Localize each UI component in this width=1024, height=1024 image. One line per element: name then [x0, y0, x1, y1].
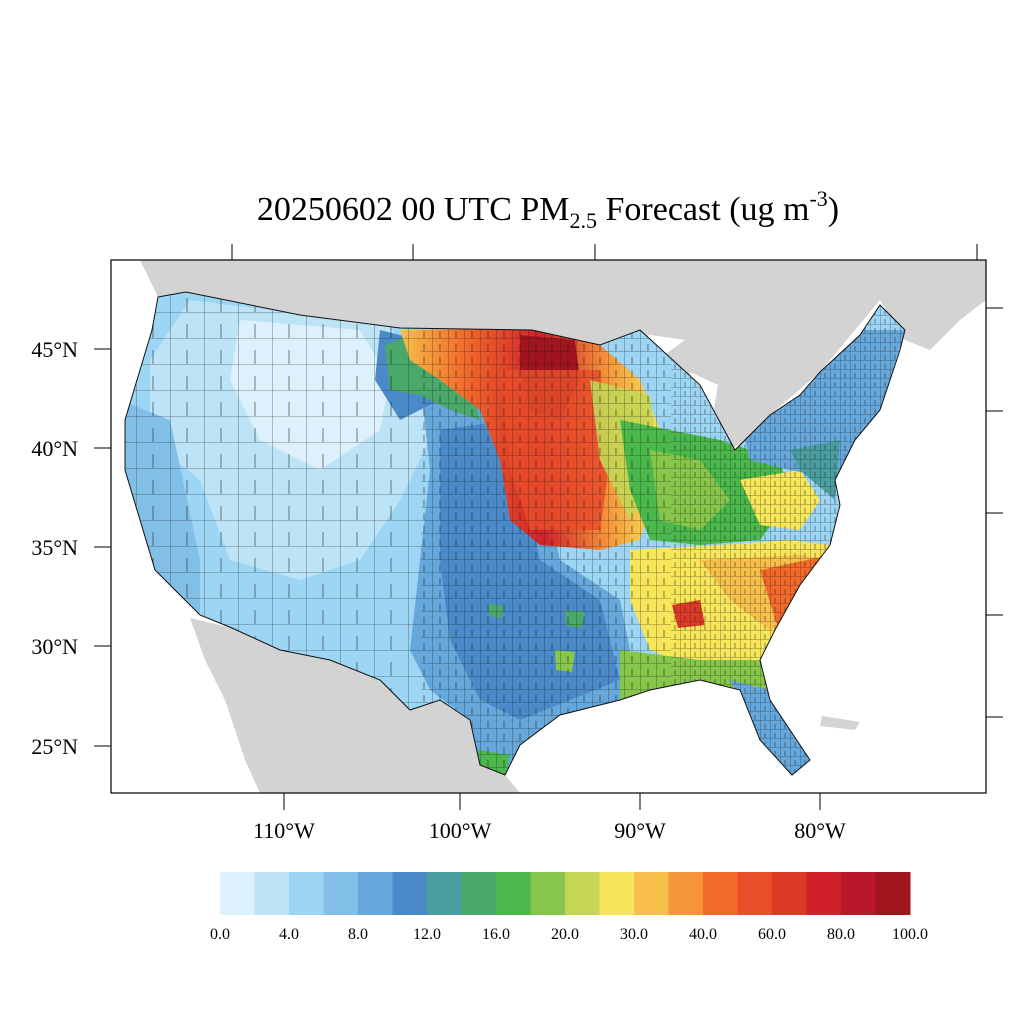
colorbar-label: 12.0 [413, 926, 441, 943]
colorbar-swatch [668, 872, 704, 915]
colorbar-label: 40.0 [689, 926, 717, 943]
colorbar-swatch [461, 872, 497, 915]
colorbar-label: 30.0 [620, 926, 648, 943]
colorbar-label: 80.0 [827, 926, 855, 943]
colorbar-swatch [289, 872, 324, 915]
colorbar-swatch [772, 872, 807, 915]
colorbar-swatch [565, 872, 600, 915]
map-frame [110, 259, 987, 794]
colorbar-swatch [427, 872, 462, 915]
surrounding-land [140, 260, 986, 793]
lat-label: 25°N [31, 734, 78, 759]
colorbar-label: 100.0 [892, 926, 928, 943]
colorbar-swatch [806, 872, 842, 915]
map-title: 20250602 00 UTC PM2.5 Forecast (ug m-3) [257, 186, 839, 233]
lon-label: 80°W [794, 818, 846, 843]
axis-ticks [94, 244, 1003, 810]
lat-label: 30°N [31, 634, 78, 659]
lon-label: 110°W [253, 818, 315, 843]
colorbar-swatch [254, 872, 290, 915]
colorbar-label: 20.0 [551, 926, 579, 943]
colorbar-label: 0.0 [210, 926, 230, 943]
longitude-labels: 110°W 100°W 90°W 80°W [253, 818, 846, 843]
colorbar-label: 16.0 [482, 926, 510, 943]
lon-label: 100°W [429, 818, 492, 843]
map-area [111, 260, 986, 793]
colorbar-swatch [737, 872, 773, 915]
colorbar-swatch [634, 872, 669, 915]
lon-label: 90°W [614, 818, 666, 843]
colorbar-swatch [323, 872, 359, 915]
colorbar-swatch [841, 872, 876, 915]
colorbar-swatch [875, 872, 911, 915]
colorbar-swatch [703, 872, 738, 915]
lat-label: 40°N [31, 436, 78, 461]
latitude-labels: 45°N 40°N 35°N 30°N 25°N [31, 337, 78, 759]
colorbar-label: 4.0 [279, 926, 299, 943]
colorbar-swatch [220, 872, 255, 915]
lat-label: 35°N [31, 535, 78, 560]
colorbar-label: 60.0 [758, 926, 786, 943]
colorbar: 0.0 4.0 8.0 12.0 16.0 20.0 30.0 40.0 60.0 80.0 100… [210, 872, 928, 943]
colorbar-swatch [392, 872, 428, 915]
colorbar-swatch [530, 872, 566, 915]
colorbar-swatch [358, 872, 393, 915]
colorbar-swatch [599, 872, 635, 915]
lat-label: 45°N [31, 337, 78, 362]
colorbar-label: 8.0 [348, 926, 368, 943]
colorbar-swatch [496, 872, 531, 915]
